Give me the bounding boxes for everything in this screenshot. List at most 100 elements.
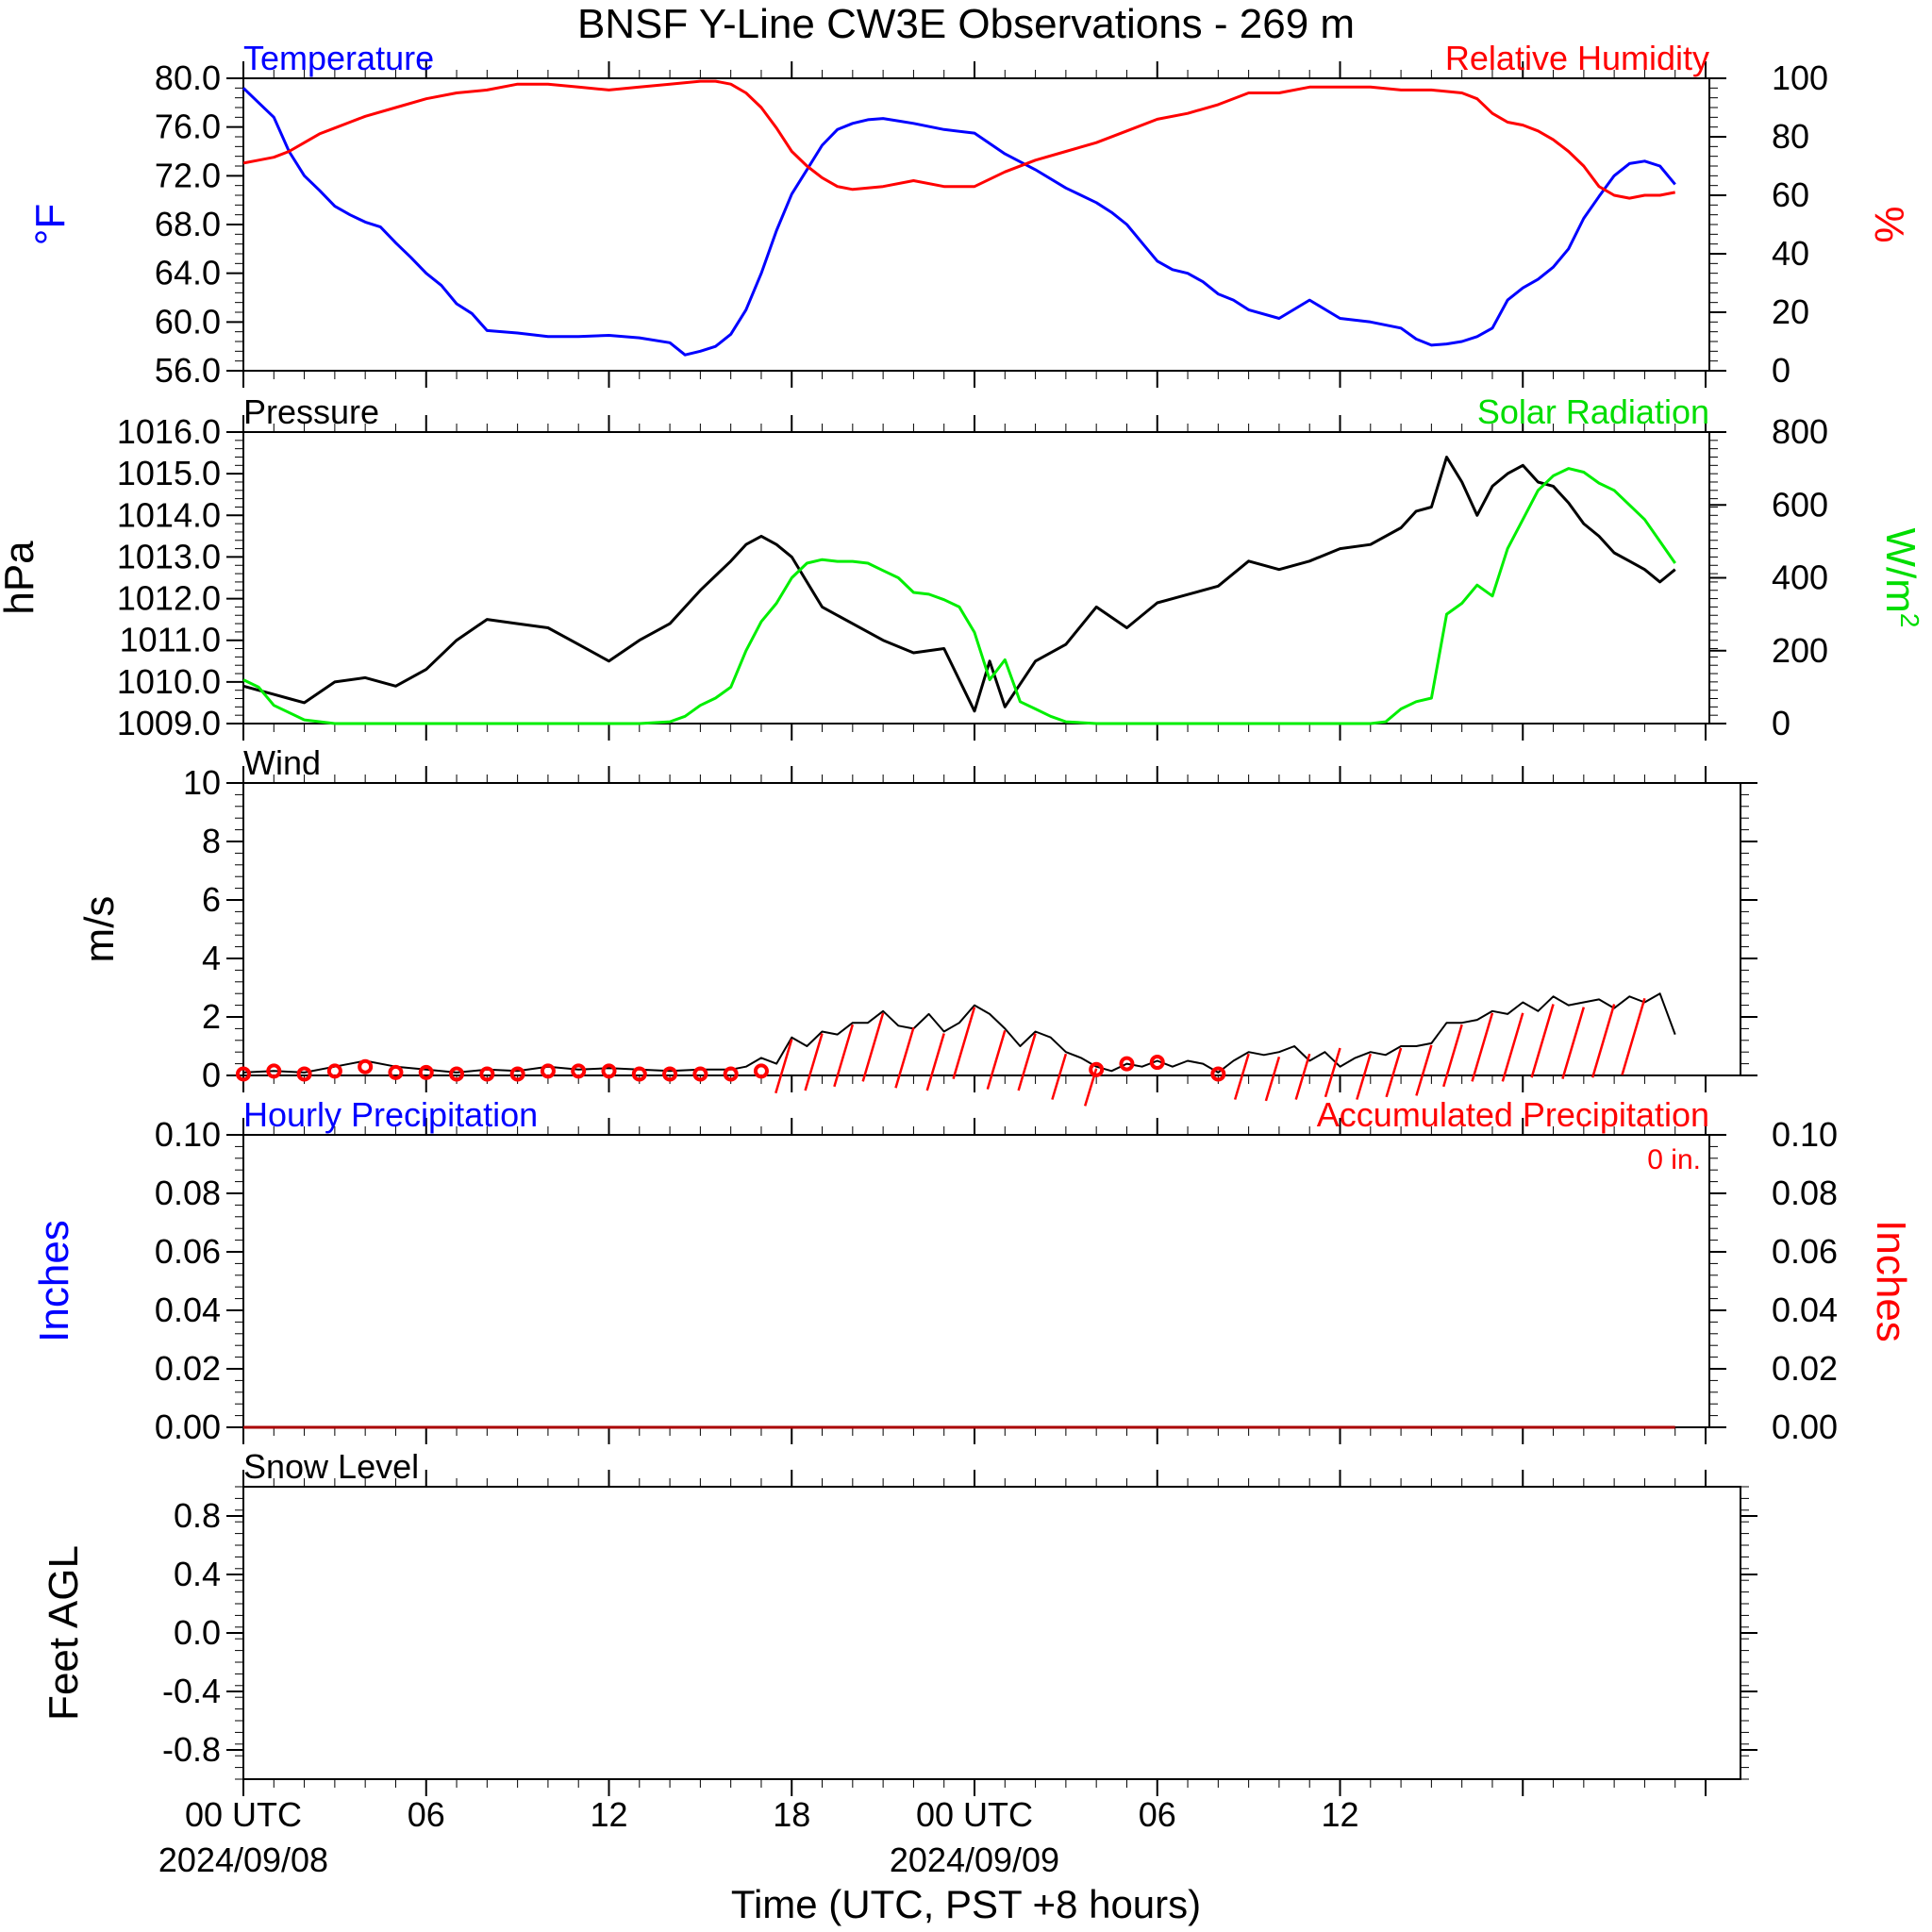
calm-wind-marker bbox=[449, 1066, 465, 1082]
wind-barb bbox=[1356, 1053, 1372, 1100]
y-tick-label: 80.0 bbox=[155, 58, 221, 97]
temperature-humidity-panel: 56.0 60.0 64.0 68.0 72.0 76.0 80.0 0 20 40 60 80 100… bbox=[27, 39, 1912, 390]
calm-wind-marker bbox=[1210, 1066, 1226, 1082]
calm-wind-marker bbox=[509, 1066, 525, 1082]
wind-barb bbox=[925, 1033, 945, 1091]
chart-title: BNSF Y-Line CW3E Observations - 269 m bbox=[577, 1, 1355, 47]
calm-wind-marker bbox=[723, 1066, 739, 1082]
panel-title-right: Solar Radiation bbox=[1477, 392, 1709, 431]
calm-wind-marker bbox=[753, 1063, 769, 1079]
wind-barb bbox=[774, 1039, 793, 1094]
wind-barb bbox=[1621, 997, 1646, 1075]
series-temperature bbox=[242, 87, 1676, 357]
wind-barb bbox=[1561, 1007, 1586, 1079]
y-tick-label: 0 bbox=[202, 1056, 221, 1094]
calm-wind-marker bbox=[358, 1058, 374, 1074]
y-tick-label: -0.8 bbox=[162, 1730, 221, 1769]
calm-wind-marker bbox=[631, 1066, 647, 1082]
y-tick-label: 0.04 bbox=[155, 1291, 221, 1329]
panel-frame bbox=[242, 782, 1741, 1076]
wind-barb bbox=[1385, 1047, 1403, 1098]
y-tick-label: 0.06 bbox=[155, 1232, 221, 1271]
x-tick-label: 00 UTC bbox=[916, 1795, 1033, 1834]
y-right-tick-label: 60 bbox=[1772, 175, 1809, 214]
y-right-tick-label: 0 bbox=[1772, 351, 1790, 390]
y-tick-label: 68.0 bbox=[155, 205, 221, 243]
y-tick-label: 1011.0 bbox=[120, 621, 221, 659]
y-right-tick-label: 0.10 bbox=[1772, 1115, 1838, 1154]
y-axis-label-right: % bbox=[1866, 206, 1912, 242]
wind-barb bbox=[1530, 1004, 1555, 1078]
y-tick-label: 1016.0 bbox=[117, 412, 221, 451]
wind-barb bbox=[1471, 1012, 1494, 1082]
y-right-tick-label: 800 bbox=[1772, 412, 1828, 451]
series-pressure bbox=[242, 456, 1676, 713]
y-right-tick-label: 0 bbox=[1772, 704, 1790, 742]
calm-wind-marker bbox=[601, 1063, 617, 1079]
y-right-tick-label: 40 bbox=[1772, 234, 1809, 273]
y-axis-label-superscript: 2 bbox=[1896, 613, 1925, 628]
y-axis-label-left: °F bbox=[27, 204, 74, 245]
panel-frame bbox=[242, 431, 1710, 724]
y-tick-label: 1010.0 bbox=[117, 662, 221, 701]
y-tick-label: 0.4 bbox=[174, 1555, 221, 1593]
y-axis-label-left: hPa bbox=[0, 541, 42, 615]
y-tick-label: 0.08 bbox=[155, 1174, 221, 1212]
series-solar-radiation bbox=[242, 467, 1676, 725]
wind-barb bbox=[1264, 1056, 1281, 1102]
wind-panel: 0 2 4 6 8 10 Wind m/s bbox=[76, 743, 1757, 1107]
panel-title-left: Pressure bbox=[243, 392, 379, 431]
calm-wind-marker bbox=[236, 1066, 251, 1082]
y-tick-label: 0.02 bbox=[155, 1349, 221, 1388]
y-tick-label: 1014.0 bbox=[117, 495, 221, 534]
y-axis-label-right: Inches bbox=[1868, 1220, 1914, 1342]
precipitation-panel: 0.00 0.02 0.04 0.06 0.08 0.10 0.00 0.02 0.04 0.06… bbox=[31, 1095, 1914, 1446]
y-tick-label: 4 bbox=[202, 939, 221, 977]
y-right-tick-label: 200 bbox=[1772, 631, 1828, 670]
y-right-tick-label: 0.02 bbox=[1772, 1349, 1838, 1388]
y-axis-label-right: W/m2 bbox=[1877, 528, 1925, 628]
wind-barb bbox=[1233, 1053, 1250, 1100]
calm-wind-marker bbox=[662, 1066, 678, 1082]
panel-title-left: Temperature bbox=[243, 39, 434, 77]
wind-barb bbox=[952, 1007, 976, 1079]
x-tick-label: 12 bbox=[1321, 1795, 1358, 1834]
y-tick-label: 1013.0 bbox=[117, 537, 221, 575]
snow-level-panel: -0.8 -0.4 0.0 0.4 0.8 Snow Level Feet AGL bbox=[41, 1447, 1757, 1796]
y-right-tick-label: 80 bbox=[1772, 117, 1809, 156]
panel-title-right: Accumulated Precipitation bbox=[1317, 1095, 1709, 1134]
series-relative-humidity bbox=[242, 79, 1675, 200]
calm-wind-marker bbox=[1149, 1055, 1165, 1071]
x-tick-sublabel: 2024/09/09 bbox=[890, 1840, 1059, 1879]
calm-wind-marker bbox=[692, 1066, 708, 1082]
y-tick-label: 56.0 bbox=[155, 351, 221, 390]
wind-barb bbox=[1294, 1053, 1311, 1100]
y-tick-label: 8 bbox=[202, 822, 221, 860]
y-tick-label: -0.4 bbox=[162, 1672, 221, 1710]
wind-barb bbox=[1415, 1044, 1433, 1096]
wind-barb bbox=[1017, 1033, 1037, 1091]
calm-wind-marker bbox=[571, 1063, 587, 1079]
wind-barb bbox=[894, 1026, 915, 1089]
y-right-tick-label: 0.08 bbox=[1772, 1174, 1838, 1212]
wind-barb bbox=[986, 1030, 1007, 1090]
y-right-tick-label: 0.06 bbox=[1772, 1232, 1838, 1271]
calm-wind-marker bbox=[1089, 1061, 1105, 1077]
y-tick-label: 72.0 bbox=[155, 156, 221, 194]
y-tick-label: 1009.0 bbox=[117, 704, 221, 742]
y-axis-label-left: m/s bbox=[76, 896, 123, 963]
wind-barb bbox=[861, 1012, 885, 1082]
y-tick-label: 10 bbox=[183, 763, 221, 802]
y-tick-label: 64.0 bbox=[155, 254, 221, 292]
x-axis-tick-labels: 00 UTC 2024/09/08 06 12 18 00 UTC 2024/09/09 06… bbox=[158, 1795, 1359, 1879]
calm-wind-marker bbox=[296, 1066, 312, 1082]
calm-wind-marker bbox=[388, 1064, 404, 1080]
panel-frame bbox=[242, 1486, 1741, 1780]
calm-wind-marker bbox=[479, 1066, 495, 1082]
panel-title-right: Relative Humidity bbox=[1445, 39, 1709, 77]
wind-barb bbox=[1442, 1024, 1463, 1088]
x-tick-label: 06 bbox=[1139, 1795, 1176, 1834]
calm-wind-marker bbox=[540, 1063, 556, 1079]
x-tick-label: 12 bbox=[590, 1795, 627, 1834]
calm-wind-marker bbox=[326, 1063, 342, 1079]
